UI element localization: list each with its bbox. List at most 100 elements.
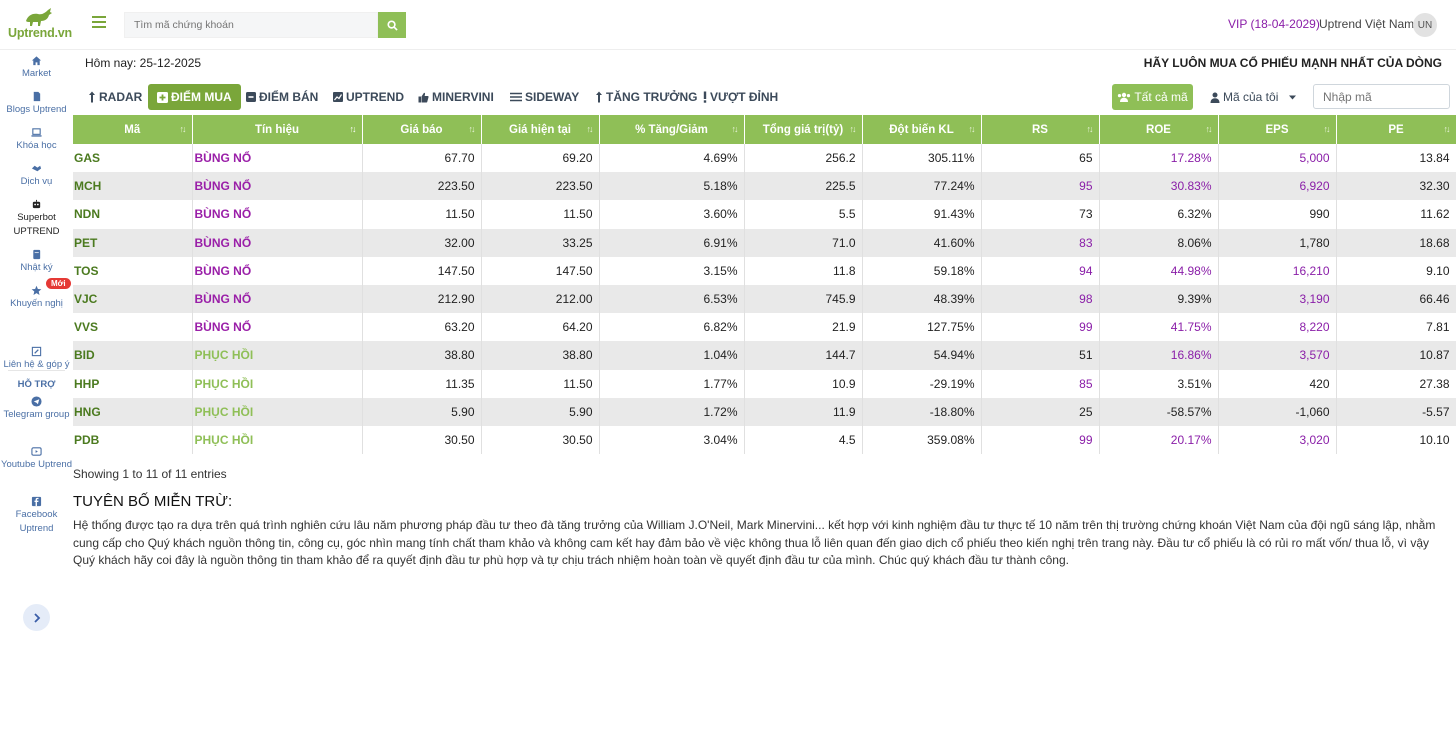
col-header-signal[interactable]: Tín hiệu ↑↓ [192, 115, 363, 144]
arrow-up-icon [89, 91, 95, 103]
col-header-label: Mã [124, 123, 141, 136]
cell-signal: BÙNG NỔ [192, 313, 363, 342]
tab-sideway[interactable]: SIDEWAY [510, 84, 579, 110]
cell-code[interactable]: TOS [73, 256, 193, 285]
my-codes-button[interactable]: Mã của tôi [1210, 84, 1278, 110]
tab-vuot-dinh[interactable]: VƯỢT ĐỈNH [703, 84, 778, 110]
table-row[interactable]: TOS BÙNG NỔ 147.50 147.50 3.15% 11.8 59.18% 94 4… [73, 256, 1456, 285]
sort-icon: ↑↓ [1443, 124, 1451, 134]
table-row[interactable]: VVS BÙNG NỔ 63.20 64.20 6.82% 21.9 127.75% 99 41… [73, 313, 1456, 342]
tab-radar[interactable]: RADAR [88, 84, 142, 110]
cell-code[interactable]: PET [73, 228, 193, 257]
cell-code[interactable]: VVS [73, 313, 193, 342]
table-row[interactable]: BID PHỤC HỒI 38.80 38.80 1.04% 144.7 54.94% 51 1… [73, 341, 1456, 370]
tab-label: TĂNG TRƯỞNG [606, 90, 698, 104]
table-row[interactable]: PDB PHỤC HỒI 30.50 30.50 3.04% 4.5 359.08% 99 20… [73, 425, 1456, 455]
col-header-code[interactable]: Mã ↑↓ [73, 115, 193, 144]
cell-value: 11.8 [744, 256, 863, 285]
col-header-label: PE [1388, 123, 1404, 136]
tab-label: SIDEWAY [525, 90, 580, 104]
sidebar-item-youtube[interactable]: Youtube Uptrend [0, 446, 73, 472]
col-header-value[interactable]: Tổng giá trị(tỷ) ↑↓ [744, 115, 863, 144]
cell-signal: BÙNG NỔ [192, 144, 363, 173]
cell-code[interactable]: HHP [73, 369, 193, 398]
sidebar-item-contact[interactable]: Liên hệ & góp ý [0, 346, 73, 372]
cell-code[interactable]: BID [73, 341, 193, 370]
cell-code[interactable]: MCH [73, 172, 193, 201]
tab-label: VƯỢT ĐỈNH [710, 90, 779, 104]
youtube-icon [31, 447, 42, 456]
col-header-roe[interactable]: ROE ↑↓ [1099, 115, 1219, 144]
sidebar-item-services[interactable]: Dịch vụ [0, 163, 73, 189]
home-icon [31, 56, 42, 66]
cell-code[interactable]: VJC [73, 284, 193, 314]
col-header-eps[interactable]: EPS ↑↓ [1218, 115, 1337, 144]
cell-change: 3.60% [599, 200, 745, 229]
table-row[interactable]: PET BÙNG NỔ 32.00 33.25 6.91% 71.0 41.60% 83 8.0… [73, 228, 1456, 257]
col-header-label: EPS [1265, 123, 1289, 136]
tab-diem-mua[interactable]: ĐIỂM MUA [148, 84, 241, 110]
vip-status: VIP (18-04-2029) [1228, 17, 1320, 31]
cell-value: 21.9 [744, 313, 863, 342]
col-header-volume-spike[interactable]: Đột biến KL ↑↓ [862, 115, 982, 144]
tab-diem-ban[interactable]: ĐIỂM BÁN [246, 84, 318, 110]
cell-price-alert: 11.50 [362, 200, 482, 229]
cell-rs: 65 [981, 144, 1100, 173]
sort-icon: ↑↓ [1205, 124, 1213, 134]
sidebar-expand-button[interactable] [23, 604, 50, 631]
cell-code[interactable]: PDB [73, 425, 193, 455]
table-row[interactable]: HHP PHỤC HỒI 11.35 11.50 1.77% 10.9 -29.19% 85 3… [73, 369, 1456, 398]
sidebar-item-journal[interactable]: Nhật ký [0, 249, 73, 275]
menu-toggle-icon[interactable] [92, 16, 106, 30]
table-row[interactable]: GAS BÙNG NỔ 67.70 69.20 4.69% 256.2 305.11% 65 1… [73, 144, 1456, 173]
sidebar-item-recommendations[interactable]: Khuyến nghị [0, 285, 73, 311]
col-header-pe[interactable]: PE ↑↓ [1336, 115, 1456, 144]
cell-roe: 17.28% [1099, 144, 1219, 173]
cell-eps: -1,060 [1218, 397, 1337, 426]
laptop-icon [31, 128, 42, 137]
cell-volume-spike: 305.11% [862, 144, 982, 173]
table-row[interactable]: MCH BÙNG NỔ 223.50 223.50 5.18% 225.5 77.24% 95… [73, 172, 1456, 201]
col-header-change[interactable]: % Tăng/Giảm ↑↓ [599, 115, 745, 144]
cell-eps: 3,020 [1218, 425, 1337, 455]
cell-price-now: 147.50 [481, 256, 600, 285]
tab-minervini[interactable]: MINERVINI [418, 84, 494, 110]
cell-price-now: 33.25 [481, 228, 600, 257]
cell-code[interactable]: GAS [73, 144, 193, 173]
cell-eps: 6,920 [1218, 172, 1337, 201]
sidebar-item-blogs[interactable]: Blogs Uptrend [0, 91, 73, 117]
col-header-price-now[interactable]: Giá hiện tại ↑↓ [481, 115, 600, 144]
table-row[interactable]: NDN BÙNG NỔ 11.50 11.50 3.60% 5.5 91.43% 73 6.32… [73, 200, 1456, 229]
tab-uptrend[interactable]: UPTREND [333, 84, 404, 110]
sidebar-item-telegram[interactable]: Telegram group [0, 396, 73, 422]
sidebar-item-courses[interactable]: Khóa học [0, 127, 73, 153]
book-icon [33, 249, 41, 260]
support-heading: HỖ TRỢ [17, 379, 56, 390]
cell-code[interactable]: NDN [73, 200, 193, 229]
chevron-down-icon[interactable] [1288, 93, 1297, 102]
user-name[interactable]: Uptrend Việt Nam [1319, 17, 1415, 31]
cell-eps: 3,190 [1218, 284, 1337, 314]
sidebar-item-facebook[interactable]: Facebook Uptrend [0, 496, 73, 536]
avatar[interactable]: UN [1413, 13, 1437, 37]
cell-volume-spike: -18.80% [862, 397, 982, 426]
cell-code[interactable]: HNG [73, 397, 193, 426]
cell-signal: BÙNG NỔ [192, 228, 363, 257]
tab-tang-truong[interactable]: TĂNG TRƯỞNG [595, 84, 698, 110]
robot-icon [32, 199, 41, 209]
search-button[interactable] [378, 12, 406, 38]
col-header-price-alert[interactable]: Giá báo ↑↓ [362, 115, 482, 144]
sidebar-item-label: Liên hệ & góp ý [3, 359, 70, 370]
sidebar-item-superbot[interactable]: Superbot UPTREND [0, 199, 73, 239]
brand-logo[interactable]: Uptrend.vn [6, 7, 72, 43]
all-codes-button[interactable]: Tất cả mã [1112, 84, 1193, 110]
cell-price-alert: 30.50 [362, 425, 482, 455]
table-row[interactable]: HNG PHỤC HỒI 5.90 5.90 1.72% 11.9 -18.80% 25 -58… [73, 397, 1456, 426]
code-input[interactable] [1313, 84, 1450, 109]
search-input[interactable] [124, 12, 378, 38]
chevron-right-icon [33, 612, 40, 623]
sidebar-item-label: Telegram group [3, 409, 70, 420]
table-row[interactable]: VJC BÙNG NỔ 212.90 212.00 6.53% 745.9 48.39% 98… [73, 284, 1456, 314]
sidebar-item-market[interactable]: Market [0, 55, 73, 81]
col-header-rs[interactable]: RS ↑↓ [981, 115, 1100, 144]
